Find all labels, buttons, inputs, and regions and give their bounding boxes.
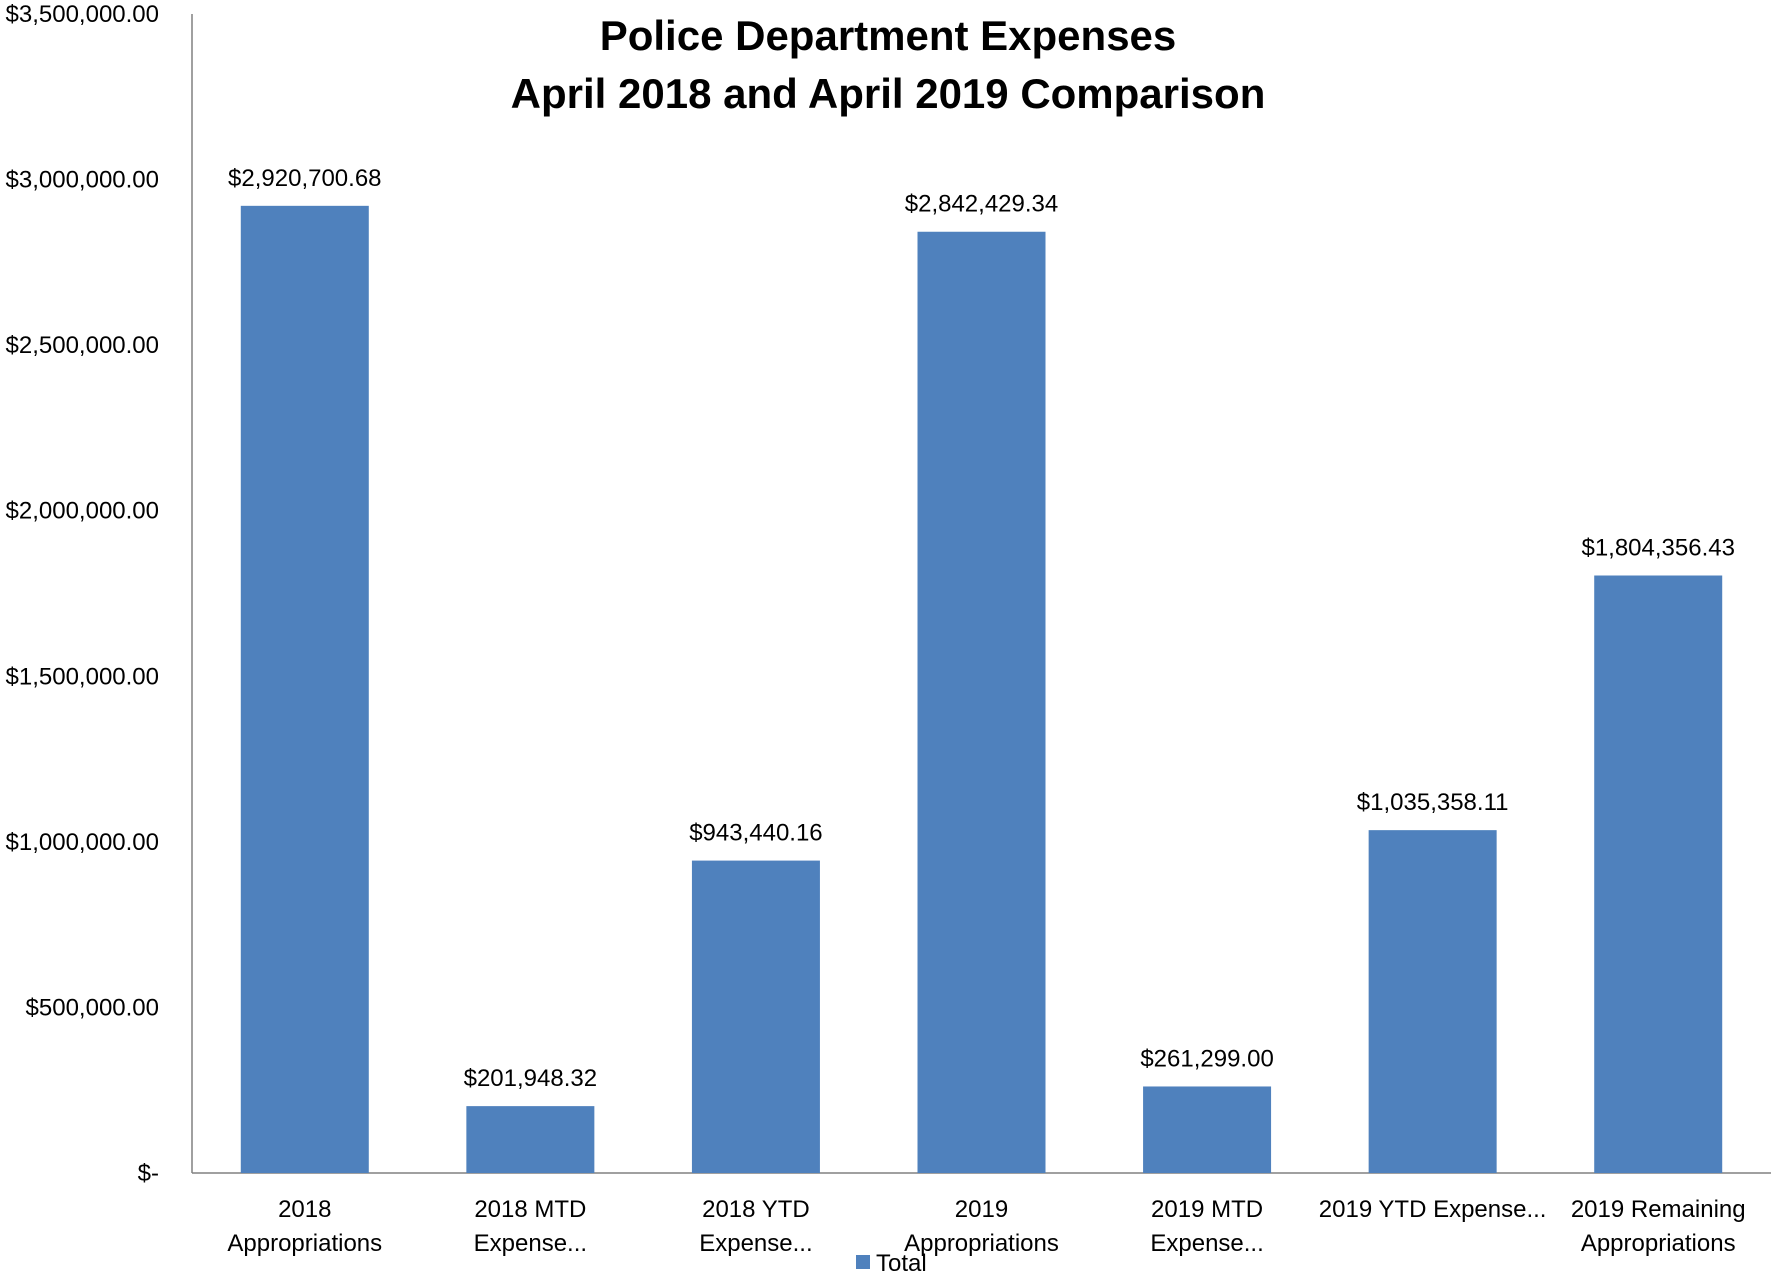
data-label: $201,948.32	[464, 1065, 597, 1092]
y-tick-label: $-	[138, 1160, 159, 1187]
bar	[466, 1106, 595, 1173]
x-tick-label: 2019 MTD	[1151, 1196, 1263, 1223]
y-tick-label: $500,000.00	[26, 994, 159, 1021]
data-label: $261,299.00	[1140, 1045, 1273, 1072]
legend-swatch	[856, 1255, 870, 1269]
x-tick-label: Expense...	[1150, 1230, 1263, 1257]
x-tick-label: 2019	[955, 1196, 1008, 1223]
chart-title: Police Department Expenses April 2018 and…	[511, 12, 1266, 117]
y-tick-label: $1,500,000.00	[6, 663, 159, 690]
bar	[1143, 1086, 1272, 1173]
bars	[240, 205, 1723, 1174]
chart-title-line: April 2018 and April 2019 Comparison	[511, 70, 1266, 117]
bar	[917, 231, 1046, 1174]
chart-title-line: Police Department Expenses	[600, 12, 1177, 59]
legend: Total	[856, 1250, 927, 1277]
bar	[691, 860, 820, 1173]
x-tick-label: Expense...	[699, 1230, 812, 1257]
data-labels: $2,920,700.68 $201,948.32 $943,440.16 $2,84…	[228, 165, 1735, 1092]
x-tick-label: 2019 YTD Expense...	[1319, 1196, 1547, 1223]
y-axis: $- $500,000.00 $1,000,000.00 $1,500,000.00 $…	[6, 1, 193, 1187]
data-label: $1,804,356.43	[1581, 535, 1734, 562]
x-tick-label: 2018	[278, 1196, 331, 1223]
x-tick-label: Appropriations	[904, 1230, 1059, 1257]
x-tick-label: Appropriations	[227, 1230, 382, 1257]
legend-label: Total	[876, 1250, 927, 1277]
x-tick-label: Expense...	[474, 1230, 587, 1257]
y-tick-label: $2,500,000.00	[6, 332, 159, 359]
x-tick-label: 2018 MTD	[474, 1196, 586, 1223]
bar	[240, 205, 369, 1174]
x-tick-label: Appropriations	[1581, 1230, 1736, 1257]
x-tick-label: 2018 YTD	[702, 1196, 810, 1223]
bar	[1594, 575, 1723, 1173]
y-tick-label: $3,000,000.00	[6, 167, 159, 194]
y-tick-label: $2,000,000.00	[6, 498, 159, 525]
data-label: $2,842,429.34	[905, 191, 1058, 218]
y-tick-label: $1,000,000.00	[6, 829, 159, 856]
y-tick-label: $3,500,000.00	[6, 1, 159, 28]
data-label: $1,035,358.11	[1357, 789, 1509, 816]
x-axis: 2018 Appropriations 2018 MTD Expense... 2018…	[192, 1172, 1771, 1257]
x-tick-label: 2019 Remaining	[1571, 1196, 1746, 1223]
data-label: $2,920,700.68	[228, 165, 381, 192]
data-label: $943,440.16	[689, 820, 822, 847]
bar	[1368, 830, 1497, 1173]
